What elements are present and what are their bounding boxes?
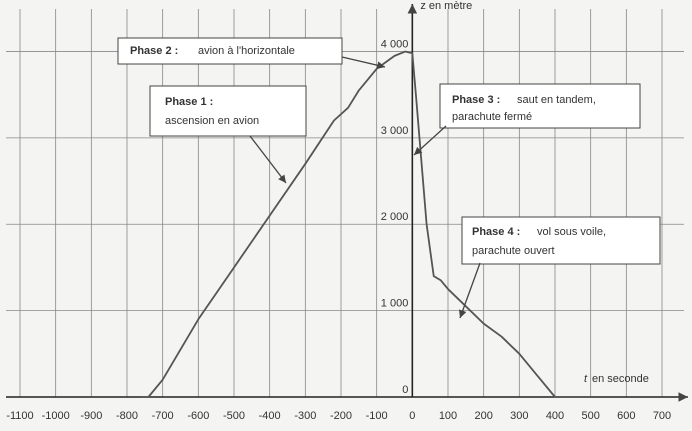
y-tick-label: 3 000 [381,125,409,137]
annotation-box [461,216,661,265]
annotation-text: parachute ouvert [472,245,555,257]
annotation-box [117,37,343,65]
x-tick-label: -600 [187,410,209,422]
arrow [459,262,481,319]
x-tick-label: 0 [409,410,415,422]
x-tick-label: -900 [80,410,102,422]
annotation-text: parachute fermé [452,111,532,123]
x-tick-label: 300 [510,410,528,422]
y-tick-label: 0 [402,384,408,396]
annotation-text: ascension en avion [165,115,259,127]
x-tick-label: -700 [152,410,174,422]
x-tick-label: -1100 [6,410,33,422]
x-tick-label: 100 [439,410,457,422]
x-tick-label: 700 [653,410,671,422]
annotation-text: saut en tandem, [517,94,596,106]
y-tick-label: 4 000 [381,38,409,50]
x-tick-label: 500 [581,410,599,422]
x-tick-label: -500 [223,410,245,422]
annotation-title: Phase 2 : [130,45,178,57]
x-tick-label: -300 [294,410,316,422]
annotation-title: Phase 1 : [165,96,213,108]
arrow [413,125,447,156]
y-axis-label: z en mètre [420,0,472,12]
annotation-text: vol sous voile, [537,226,606,238]
y-tick-label: 2 000 [381,211,409,223]
x-tick-label: -100 [366,410,388,422]
annotation-text: avion à l'horizontale [198,45,295,57]
annotation-title: Phase 3 : [452,94,500,106]
annotation-box [439,83,641,129]
line-series [141,50,591,398]
x-tick-label: 600 [617,410,635,422]
x-tick-label: 200 [474,410,492,422]
arrow [341,56,386,70]
x-tick-label: -400 [259,410,281,422]
y-tick-label: 1 000 [381,298,409,310]
x-tick-label: 400 [546,410,564,422]
arrow [249,135,287,184]
x-tick-label: -800 [116,410,138,422]
x-axis-label: en seconde [592,373,649,385]
annotation-box [149,85,307,137]
annotation-title: Phase 4 : [472,226,520,238]
x-tick-label: -1000 [42,410,70,422]
x-axis-var: t [584,373,588,385]
x-tick-label: -200 [330,410,352,422]
